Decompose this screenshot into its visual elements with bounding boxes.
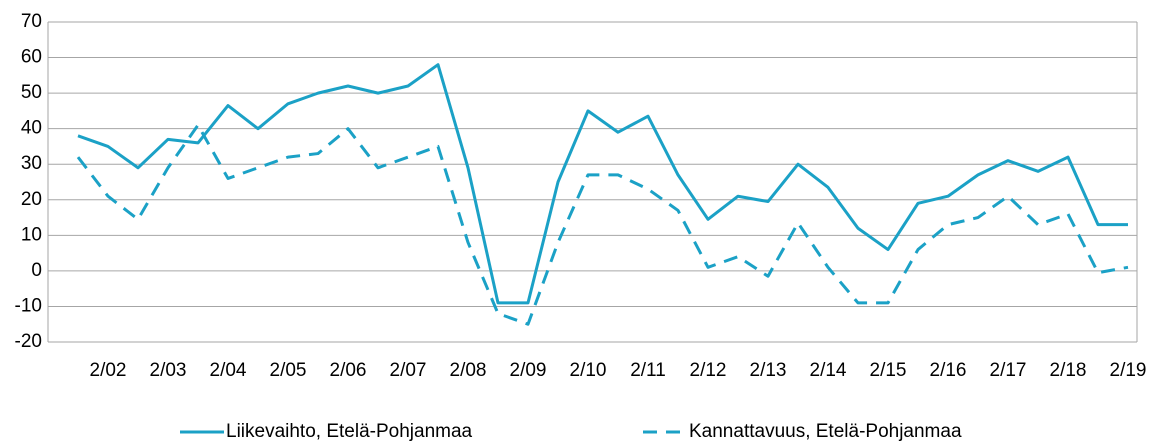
y-tick-label: 70 [21, 11, 42, 32]
x-tick-label: 2/18 [1050, 360, 1087, 381]
x-tick-label: 2/03 [150, 360, 187, 381]
x-tick-label: 2/05 [270, 360, 307, 381]
y-tick-label: 0 [31, 260, 42, 281]
legend-label: Kannattavuus, Etelä-Pohjanmaa [689, 421, 962, 441]
line-series [76, 123, 1129, 326]
x-tick-label: 2/15 [870, 360, 907, 381]
x-tick-label: 2/12 [690, 360, 727, 381]
y-tick-label: -20 [15, 331, 42, 352]
x-tick-label: 2/10 [570, 360, 607, 381]
y-tick-label: 30 [21, 153, 42, 174]
x-tick-label: 2/13 [750, 360, 787, 381]
x-tick-label: 2/09 [510, 360, 547, 381]
x-tick-label: 2/14 [810, 360, 847, 381]
x-tick-label: 2/16 [930, 360, 967, 381]
line-series [77, 63, 1128, 305]
x-tick-label: 2/17 [990, 360, 1027, 381]
y-tick-label: 20 [21, 189, 42, 210]
x-tick-label: 2/06 [330, 360, 367, 381]
y-tick-label: 10 [21, 224, 42, 245]
y-tick-label: 60 [21, 47, 42, 68]
x-tick-label: 2/11 [630, 360, 666, 381]
x-tick-label: 2/19 [1110, 360, 1147, 381]
x-tick-label: 2/02 [90, 360, 127, 381]
y-tick-label: -10 [15, 295, 42, 316]
y-tick-label: 50 [21, 82, 42, 103]
legend-label: Liikevaihto, Etelä-Pohjanmaa [226, 421, 473, 441]
x-tick-label: 2/04 [210, 360, 247, 381]
y-tick-label: 40 [21, 118, 42, 139]
x-tick-label: 2/07 [390, 360, 427, 381]
x-tick-label: 2/08 [450, 360, 487, 381]
